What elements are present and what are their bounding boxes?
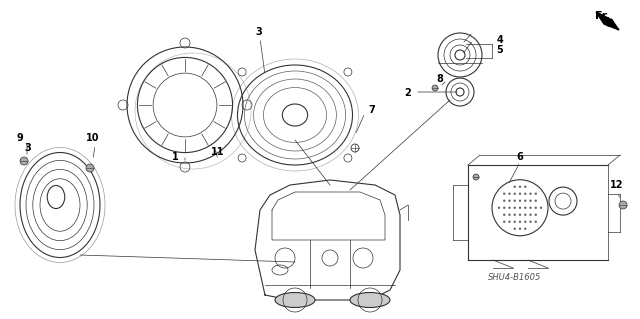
Circle shape [513,193,516,195]
Circle shape [503,193,506,195]
Circle shape [498,206,500,209]
Circle shape [524,206,527,209]
Circle shape [513,227,516,230]
Circle shape [519,200,521,202]
Circle shape [503,213,506,216]
Text: 3: 3 [255,27,262,37]
Text: SHU4-B1605: SHU4-B1605 [488,273,541,283]
Text: 6: 6 [516,152,524,162]
Circle shape [529,200,532,202]
Circle shape [503,206,506,209]
Circle shape [508,193,511,195]
Circle shape [534,206,537,209]
Circle shape [508,206,511,209]
Circle shape [529,220,532,223]
Circle shape [524,213,527,216]
Circle shape [513,206,516,209]
Text: 5: 5 [497,45,504,55]
Circle shape [508,213,511,216]
Circle shape [534,193,537,195]
Circle shape [534,200,537,202]
Circle shape [524,193,527,195]
Circle shape [519,206,521,209]
Text: Fr.: Fr. [595,11,610,21]
Circle shape [513,186,516,188]
Text: 3: 3 [24,143,31,153]
Text: 9: 9 [17,133,24,143]
Circle shape [534,220,537,223]
Circle shape [513,220,516,223]
Circle shape [519,193,521,195]
Circle shape [508,200,511,202]
Circle shape [619,201,627,209]
Text: 4: 4 [497,35,504,45]
Circle shape [529,206,532,209]
Circle shape [519,213,521,216]
Circle shape [524,186,527,188]
Circle shape [524,200,527,202]
Circle shape [534,213,537,216]
Circle shape [524,220,527,223]
Circle shape [519,220,521,223]
Text: 1: 1 [172,152,179,162]
Text: 2: 2 [404,88,412,98]
Polygon shape [596,12,619,30]
Text: 7: 7 [369,105,376,115]
Circle shape [20,157,28,165]
Circle shape [473,174,479,180]
Circle shape [503,200,506,202]
Circle shape [508,220,511,223]
Circle shape [513,200,516,202]
Circle shape [86,164,94,172]
Ellipse shape [275,293,315,308]
Circle shape [513,213,516,216]
Ellipse shape [350,293,390,308]
Circle shape [529,213,532,216]
Text: 11: 11 [211,147,225,157]
Circle shape [519,227,521,230]
Circle shape [519,186,521,188]
Circle shape [540,206,542,209]
Circle shape [524,227,527,230]
Circle shape [432,85,438,91]
Text: 12: 12 [611,180,624,190]
Circle shape [503,220,506,223]
Circle shape [529,193,532,195]
Text: 8: 8 [436,74,444,84]
Text: 10: 10 [86,133,100,143]
